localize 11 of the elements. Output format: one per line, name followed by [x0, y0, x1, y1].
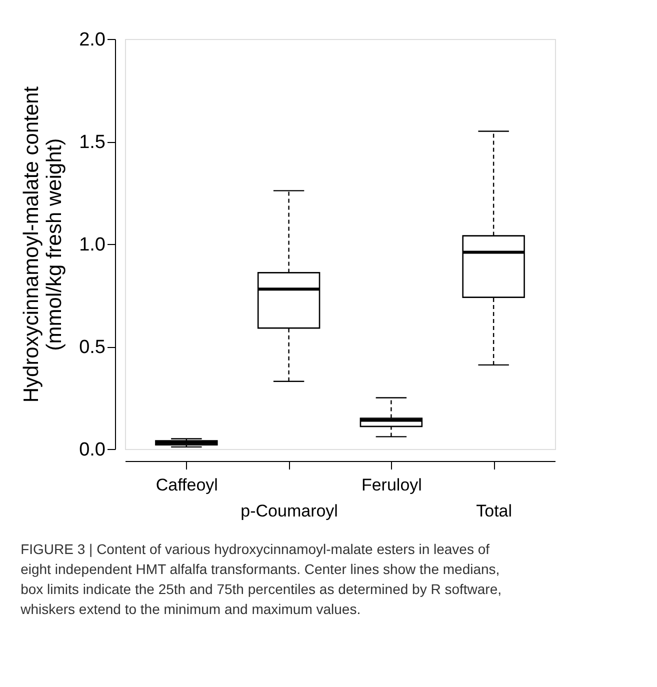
x-tick-label: Caffeoyl: [156, 476, 218, 494]
x-tick-label: Total: [476, 502, 512, 520]
y-tick-label: 0.0: [79, 440, 106, 460]
y-tick-label: 0.5: [79, 337, 106, 358]
y-tick-label: 1.5: [79, 132, 106, 153]
caption: FIGURE 3 | Content of various hydroxycinnamoyl-malate esters in leaves of eight independent HMT alfalfa transformants. Center lines show the medians, box limits indicate the 25th and 75th percentiles as determined by R software, whiskers extend to the minimum and maximum values.: [20, 541, 502, 617]
x-tick-label: Feruloyl: [361, 476, 422, 494]
y-tick-label: 2.0: [79, 30, 106, 50]
x-tick-label: p-Coumaroyl: [240, 502, 338, 520]
y-tick-label: 1.0: [79, 234, 106, 256]
y-axis-title: Hydroxycinnamoyl-malate content (mmol/kg fresh weight): [20, 86, 66, 403]
